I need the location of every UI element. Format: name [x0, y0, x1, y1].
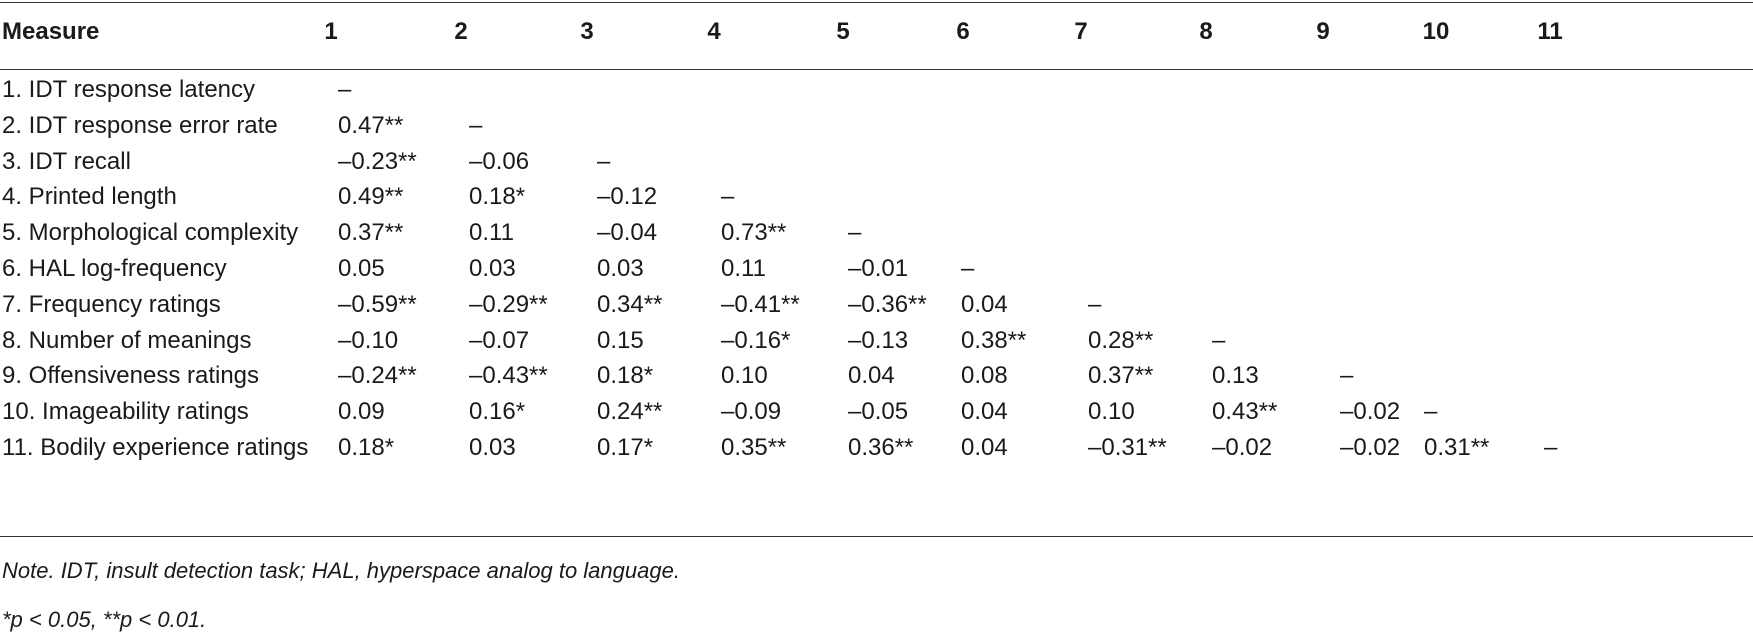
header-col-4: 4: [707, 18, 721, 45]
correlation-cell: –: [469, 111, 483, 139]
row-label: 10. Imageability ratings: [2, 398, 249, 426]
correlation-cell: –0.59**: [338, 290, 417, 318]
correlation-cell: 0.11: [469, 219, 514, 247]
header-col-1: 1: [324, 18, 338, 45]
row-label: 7. Frequency ratings: [2, 290, 221, 318]
significance-note: *p < 0.05, **p < 0.01.: [2, 607, 207, 632]
correlation-cell: 0.36**: [848, 434, 914, 461]
header-col-2: 2: [454, 18, 468, 45]
header-col-5: 5: [836, 18, 850, 45]
correlation-cell: –0.31**: [1088, 434, 1167, 461]
table-top-rule: [0, 2, 1753, 3]
correlation-cell: 0.35**: [721, 434, 787, 461]
correlation-cell: –0.02: [1212, 434, 1273, 461]
header-col-7: 7: [1074, 18, 1088, 45]
correlation-cell: 0.28**: [1088, 326, 1154, 354]
correlation-cell: –0.07: [469, 326, 530, 354]
correlation-cell: 0.09: [338, 398, 385, 426]
correlation-cell: –: [961, 255, 975, 282]
header-col-8: 8: [1199, 18, 1213, 45]
correlation-cell: 0.11: [721, 255, 766, 282]
correlation-cell: –: [721, 183, 735, 211]
correlation-cell: 0.10: [1088, 398, 1135, 426]
correlation-cell: –0.10: [338, 326, 399, 354]
header-col-3: 3: [580, 18, 594, 45]
correlation-cell: 0.13: [1212, 362, 1259, 390]
correlation-cell: –0.04: [597, 219, 658, 247]
correlation-cell: 0.10: [721, 362, 768, 390]
table-note: Note. IDT, insult detection task; HAL, h…: [2, 558, 680, 583]
correlation-cell: 0.03: [597, 255, 644, 282]
correlation-cell: 0.03: [469, 255, 516, 282]
row-label: 6. HAL log-frequency: [2, 255, 227, 282]
correlation-cell: 0.31**: [1424, 434, 1490, 461]
correlation-cell: –: [1424, 398, 1438, 426]
correlation-cell: 0.15: [597, 326, 644, 354]
header-col-6: 6: [956, 18, 970, 45]
correlation-cell: 0.24**: [597, 398, 663, 426]
correlation-cell: –: [1544, 434, 1558, 461]
correlation-cell: 0.73**: [721, 219, 787, 247]
row-label: 5. Morphological complexity: [2, 219, 299, 247]
correlation-cell: –: [1340, 362, 1354, 390]
correlation-cell: 0.04: [961, 290, 1008, 318]
correlation-cell: –0.16*: [721, 326, 791, 354]
correlation-cell: 0.18*: [469, 183, 526, 211]
correlation-cell: –: [338, 76, 352, 103]
correlation-cell: 0.37**: [338, 219, 404, 247]
table-bottom-rule: [0, 536, 1753, 537]
correlation-cell: –0.09: [721, 398, 782, 426]
correlation-cell: –0.02: [1340, 398, 1401, 426]
row-label: 4. Printed length: [2, 183, 177, 211]
header-col-10: 10: [1422, 18, 1450, 45]
row-label: 3. IDT recall: [2, 147, 131, 175]
correlation-cell: 0.08: [961, 362, 1008, 390]
correlation-cell: –0.29**: [469, 290, 548, 318]
correlation-cell: –0.43**: [469, 362, 548, 390]
correlation-cell: –0.24**: [338, 362, 417, 390]
correlation-cell: 0.37**: [1088, 362, 1154, 390]
correlation-cell: 0.49**: [338, 183, 404, 211]
row-label: 1. IDT response latency: [2, 76, 256, 103]
correlation-cell: 0.43**: [1212, 398, 1278, 426]
table-header-rule: [0, 69, 1753, 70]
correlation-cell: 0.47**: [338, 111, 404, 139]
correlation-cell: –0.23**: [338, 147, 417, 175]
correlation-cell: 0.18*: [597, 362, 654, 390]
correlation-cell: –0.02: [1340, 434, 1401, 461]
correlation-cell: 0.17*: [597, 434, 654, 461]
correlation-cell: 0.04: [961, 434, 1008, 461]
correlation-cell: 0.34**: [597, 290, 663, 318]
header-col-11: 11: [1537, 18, 1563, 45]
correlation-cell: –0.06: [469, 147, 530, 175]
row-label: 8. Number of meanings: [2, 326, 252, 354]
correlation-cell: 0.04: [961, 398, 1008, 426]
correlation-cell: –: [597, 147, 611, 175]
row-label: 11. Bodily experience ratings: [2, 434, 309, 461]
row-label: 2. IDT response error rate: [2, 111, 278, 139]
correlation-cell: –0.36**: [848, 290, 927, 318]
correlation-cell: 0.18*: [338, 434, 395, 461]
correlation-cell: –0.05: [848, 398, 909, 426]
correlation-cell: –: [1088, 290, 1102, 318]
correlation-cell: –: [848, 219, 862, 247]
correlation-cell: –0.13: [848, 326, 909, 354]
correlation-cell: –0.01: [848, 255, 909, 282]
correlation-cell: 0.38**: [961, 326, 1027, 354]
correlation-cell: 0.05: [338, 255, 385, 282]
correlation-cell: 0.04: [848, 362, 895, 390]
row-label: 9. Offensiveness ratings: [2, 362, 260, 390]
correlation-cell: –0.41**: [721, 290, 800, 318]
header-measure: Measure: [2, 18, 100, 45]
correlation-cell: 0.03: [469, 434, 516, 461]
correlation-cell: –: [1212, 326, 1226, 354]
correlation-cell: –0.12: [597, 183, 658, 211]
correlation-cell: 0.16*: [469, 398, 526, 426]
header-col-9: 9: [1316, 18, 1330, 45]
